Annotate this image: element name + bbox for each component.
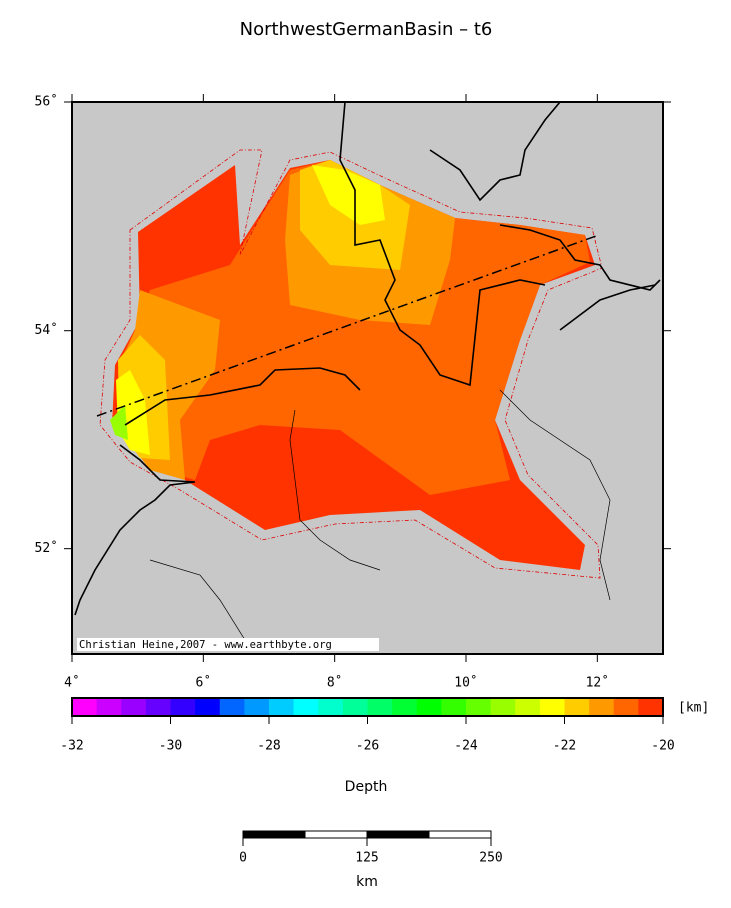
colorbar-swatch: [367, 698, 393, 716]
coast: [499, 224, 661, 291]
colorbar-swatch: [269, 698, 295, 716]
coast: [124, 367, 361, 426]
colorbar-swatch: [416, 698, 442, 716]
lon-label: 4˚: [64, 675, 80, 691]
colorbar-swatch: [145, 698, 171, 716]
colorbar-tick-label: -26: [356, 739, 379, 754]
scalebar-unit: km: [356, 874, 378, 890]
lon-label: 12˚: [586, 675, 609, 691]
profile-line: [96, 235, 597, 417]
depth-field: [99, 149, 603, 579]
colorbar-unit: [km]: [678, 701, 709, 716]
colorbar-swatch: [72, 698, 98, 716]
border: [499, 389, 611, 601]
colorbar-tick-label: -28: [257, 739, 280, 754]
scalebar-tick-label: 0: [239, 851, 247, 866]
border: [149, 559, 246, 641]
scalebar-tick-label: 125: [355, 851, 378, 866]
lat-label: 54˚: [35, 322, 58, 338]
lat-label: 52˚: [35, 540, 58, 556]
colorbar-swatch: [219, 698, 245, 716]
depth-zone: [110, 405, 128, 440]
colorbar-swatch: [293, 698, 319, 716]
colorbar-swatch: [441, 698, 467, 716]
depth-zone: [118, 160, 590, 495]
lon-label: 10˚: [454, 675, 477, 691]
lon-label: 6˚: [196, 675, 212, 691]
borders: [149, 389, 611, 641]
colorbar-swatch: [195, 698, 221, 716]
scalebar-segment: [242, 830, 306, 839]
colorbar-swatch: [318, 698, 344, 716]
colorbar-swatch: [638, 698, 664, 716]
credit-box: [77, 638, 379, 651]
coast: [74, 444, 196, 616]
lon-label: 8˚: [327, 675, 343, 691]
coastline: [74, 101, 661, 616]
colorbar-swatch: [466, 698, 492, 716]
colorbar-tick-label: -20: [651, 739, 674, 754]
colorbar-swatch: [96, 698, 122, 716]
colorbar-swatch: [589, 698, 615, 716]
colorbar-label: Depth: [345, 779, 388, 795]
colorbar-swatch: [342, 698, 368, 716]
colorbar-tick-label: -24: [454, 739, 478, 754]
map-frame: [71, 101, 664, 655]
colorbar-tick-label: -22: [553, 739, 576, 754]
title: NorthwestGermanBasin – t6: [240, 19, 493, 40]
scalebar-segment: [304, 830, 368, 839]
colorbar-swatch: [170, 698, 196, 716]
scalebar-segment: [366, 830, 430, 839]
colorbar-swatch: [490, 698, 516, 716]
colorbar-swatch: [121, 698, 147, 716]
colorbar-swatch: [392, 698, 418, 716]
colorbar-tick-label: -32: [60, 739, 83, 754]
border: [289, 409, 381, 571]
colorbar-swatch: [539, 698, 565, 716]
colorbar-tick-label: -30: [159, 739, 182, 754]
coast: [429, 101, 561, 202]
colorbar-swatch: [564, 698, 590, 716]
scalebar-segment: [428, 830, 492, 839]
lat-label: 56˚: [35, 94, 58, 110]
colorbar-swatch: [613, 698, 639, 716]
scalebar-tick-label: 250: [479, 851, 502, 866]
colorbar-swatch: [515, 698, 541, 716]
depth-zone: [312, 165, 385, 225]
coast: [339, 101, 546, 387]
credit: Christian Heine,2007 - www.earthbyte.org: [79, 639, 332, 651]
basin-outline: [99, 149, 603, 579]
colorbar-swatch: [244, 698, 270, 716]
coast: [559, 284, 656, 331]
